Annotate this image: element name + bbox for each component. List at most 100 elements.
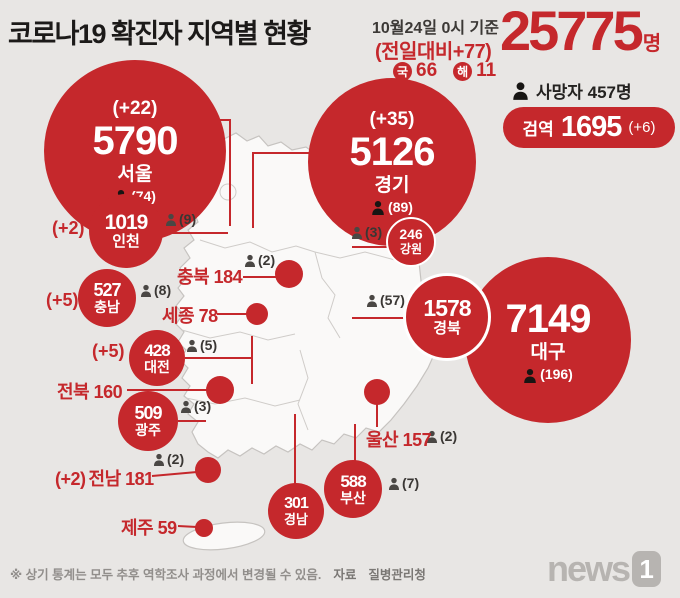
region-name: 대전 <box>144 358 170 375</box>
region-value: 5126 <box>349 129 436 174</box>
deaths-total-text: 사망자 457명 <box>536 83 632 102</box>
region-name: 경북 <box>433 320 461 338</box>
person-icon <box>366 294 378 307</box>
region-name: 부산 <box>340 489 366 506</box>
region-name: 경기 <box>374 174 410 196</box>
deaths-label-daejeon: (5) <box>186 337 217 353</box>
dot-sejong <box>246 303 268 325</box>
region-name: 강원 <box>399 242 423 257</box>
deaths-count: (3) <box>194 398 212 414</box>
deaths-count: (5) <box>200 337 218 353</box>
region-label-jeonbuk: 전북 160 <box>57 382 123 402</box>
region-value: 301 <box>284 494 309 512</box>
deaths-label-chungnam: (8) <box>140 282 171 298</box>
region-circle-gwangju: 509 광주 <box>118 391 178 451</box>
region-name: 대구 <box>530 341 566 363</box>
source-label: 자료 <box>333 568 357 582</box>
region-delta: (+35) <box>369 108 415 130</box>
delta-label-daejeon: (+5) <box>92 341 125 361</box>
jeju-island-shape <box>182 521 266 551</box>
daily-delta-note: (전일대비+77) <box>375 41 492 63</box>
region-value: 588 <box>340 471 366 491</box>
deaths-label-gangwon: (3) <box>351 224 382 240</box>
region-delta: (+22) <box>112 97 158 119</box>
overseas-count: 11 <box>476 60 497 81</box>
region-value: 7149 <box>505 297 592 342</box>
deaths-count: (2) <box>258 252 276 268</box>
delta-label-chungnam: (+5) <box>46 290 79 310</box>
deaths-label-chungbuk: (2) <box>244 252 275 268</box>
total-cases-unit: 명 <box>642 33 662 55</box>
deaths-label-gwangju: (3) <box>180 398 211 414</box>
person-icon <box>180 400 192 413</box>
dot-chungbuk <box>275 260 303 288</box>
region-circle-busan: 588 부산 <box>324 460 382 518</box>
region-name: 인천 <box>112 233 140 251</box>
deaths-count: (9) <box>179 211 197 227</box>
person-icon <box>351 226 363 239</box>
date-note: 10월24일 0시 기준 <box>372 20 499 37</box>
deaths-count: (2) <box>440 428 458 444</box>
domestic-count: 66 <box>416 60 438 81</box>
deaths-count: (57) <box>380 292 405 308</box>
person-icon <box>244 254 256 267</box>
deaths-label-busan: (7) <box>388 475 419 491</box>
person-icon <box>153 453 165 466</box>
deaths-count: (3) <box>365 224 383 240</box>
person-icon <box>388 477 400 490</box>
region-label-ulsan: 울산 157 <box>366 430 432 450</box>
region-label-text: 전남 181 <box>88 469 155 489</box>
region-circle-daegu: 7149 대구 (196) <box>465 257 631 423</box>
deaths-count: (7) <box>402 475 420 491</box>
total-cases-number: 25775 <box>500 0 644 62</box>
region-value: 5790 <box>92 118 179 163</box>
region-circle-gyeongnam: 301 경남 <box>268 483 324 539</box>
person-icon <box>524 368 536 383</box>
person-icon <box>372 201 384 216</box>
province-borders <box>181 183 396 431</box>
region-deaths: (196) <box>523 367 573 383</box>
new-case-badges: 국 66 해 11 <box>393 60 496 82</box>
domestic-badge-icon: 국 <box>393 61 412 81</box>
total-cases: 25775 명 <box>500 0 661 62</box>
region-deaths: (89) <box>371 198 413 216</box>
dot-jeonbuk <box>206 376 234 404</box>
dot-ulsan <box>364 379 390 405</box>
location-dots <box>195 260 390 537</box>
region-value: 428 <box>144 340 170 360</box>
region-name: 서울 <box>117 163 153 185</box>
deaths-total: 사망자 457명 <box>512 78 632 103</box>
deaths-label-gyeongbuk: (57) <box>366 292 405 308</box>
region-circle-gyeonggi: (+35) 5126 경기 (89) <box>308 78 476 246</box>
region-label-sejong: 세종 78 <box>162 306 218 326</box>
news1-logo-digit: 1 <box>632 551 662 587</box>
region-value: 1019 <box>104 210 149 234</box>
source-name: 질병관리청 <box>368 568 426 582</box>
region-circle-chungnam: 527 충남 <box>78 269 136 327</box>
region-label-chungbuk: 충북 184 <box>177 267 243 287</box>
person-icon <box>186 339 198 352</box>
quarantine-label: 검역 <box>522 120 554 139</box>
footer: ※ 상기 통계는 모두 추후 역학조사 과정에서 변경될 수 있음. 자료 질병… <box>10 564 426 583</box>
person-icon <box>165 213 177 226</box>
region-circle-gyeongbuk: 1578 경북 <box>403 273 491 361</box>
overseas-badge-icon: 해 <box>453 61 473 81</box>
news1-logo: news 1 <box>547 548 662 589</box>
region-circle-gangwon: 246 강원 <box>386 217 436 267</box>
region-deaths-count: (196) <box>540 366 573 383</box>
region-circle-seoul: (+22) 5790 서울 (74) <box>44 60 226 242</box>
deaths-label-ulsan: (2) <box>426 428 457 444</box>
region-name: 경남 <box>284 511 308 527</box>
delta-label-incheon: (+2) <box>52 218 85 238</box>
deaths-label-jeonnam: (2) <box>153 451 184 467</box>
dot-jeju <box>195 519 213 537</box>
region-value: 246 <box>399 226 423 243</box>
region-value: 509 <box>134 403 162 424</box>
region-value: 1578 <box>423 294 471 321</box>
news1-logo-text: news <box>547 548 631 589</box>
dot-jeonnam <box>195 457 221 483</box>
region-label-jeonnam: (+2) 전남 181 <box>55 465 154 491</box>
region-deaths-count: (89) <box>388 198 413 215</box>
deaths-count: (8) <box>154 282 172 298</box>
region-label-jeju: 제주 59 <box>121 518 177 538</box>
